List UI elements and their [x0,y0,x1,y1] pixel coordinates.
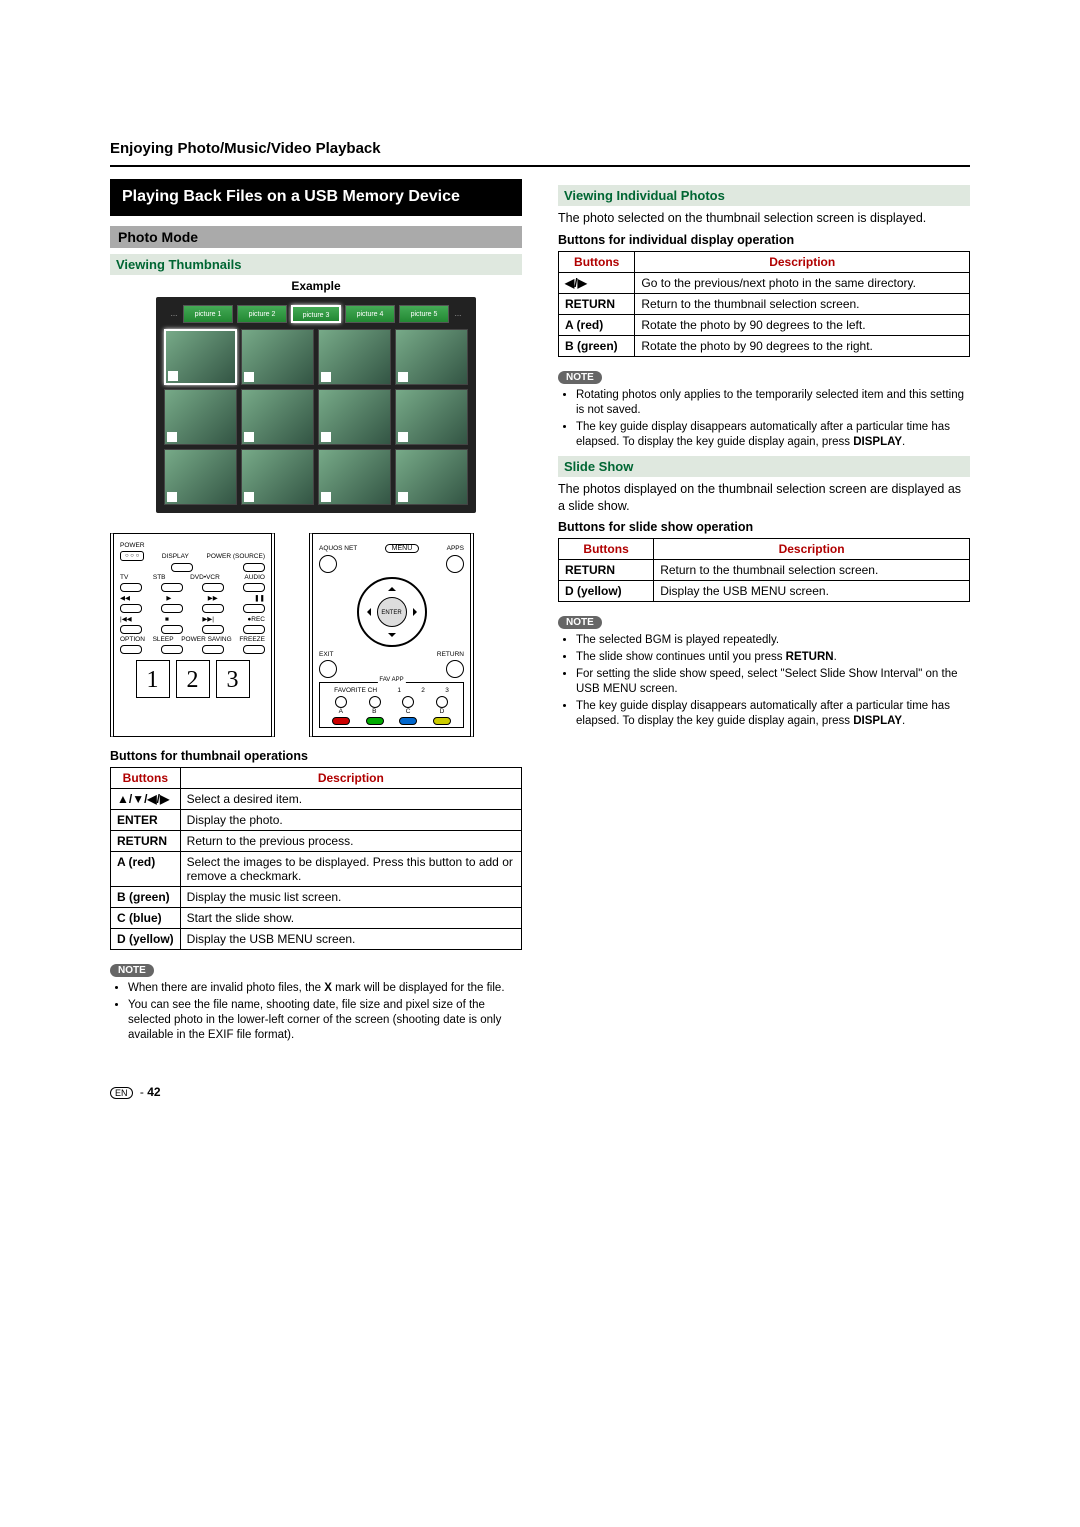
table-header-buttons: Buttons [111,768,181,789]
slide-intro: The photos displayed on the thumbnail se… [558,481,970,515]
filmstrip-thumb: picture 1 [183,305,233,323]
lang-badge: EN [110,1087,133,1099]
color-button[interactable] [433,717,451,725]
dpad[interactable]: ENTER [357,577,427,647]
table-row: ▲/▼/◀/▶Select a desired item. [111,789,522,810]
photo-cell [241,389,314,445]
table-row: RETURNReturn to the previous process. [111,831,522,852]
photo-cell [395,389,468,445]
table-header-description: Description [654,539,970,560]
filmstrip-thumb: picture 2 [237,305,287,323]
photo-cell [318,449,391,505]
photo-cell [241,329,314,385]
photo-grid [164,329,468,505]
filmstrip: ...picture 1picture 2picture 3picture 4p… [164,305,468,323]
photo-cell [318,329,391,385]
table-row: A (red)Select the images to be displayed… [111,852,522,887]
divider [110,165,970,167]
photo-cell [164,329,237,385]
slide-table-title: Buttons for slide show operation [558,520,970,534]
table-header-description: Description [635,251,970,272]
table-row: ENTERDisplay the photo. [111,810,522,831]
photo-cell [164,449,237,505]
table-row: A (red)Rotate the photo by 90 degrees to… [559,314,970,335]
filmstrip-thumb: picture 5 [399,305,449,323]
photo-cell [164,389,237,445]
favorite-ch-label: FAVORITE CH [334,687,377,694]
note-item: The key guide display disappears automat… [576,699,970,729]
power-source-label: POWER (SOURCE) [206,553,265,560]
individual-table-title: Buttons for individual display operation [558,233,970,247]
color-button[interactable] [366,717,384,725]
tv-screen-example: ...picture 1picture 2picture 3picture 4p… [156,297,476,513]
number-keys: 123 [120,660,265,698]
num-key[interactable]: 3 [216,660,250,698]
page-footer: EN - 42 [110,1085,970,1099]
note-badge: NOTE [558,371,602,384]
aquos-label: AQUOS NET [319,545,357,552]
photo-cell [395,449,468,505]
color-button[interactable] [332,717,350,725]
fav-app-label: FAV APP [377,677,405,683]
num-key[interactable]: 1 [136,660,170,698]
slide-table: Buttons Description RETURNReturn to the … [558,538,970,602]
thumb-ops-table: Buttons Description ▲/▼/◀/▶Select a desi… [110,767,522,950]
individual-table: Buttons Description ◀/▶Go to the previou… [558,251,970,357]
table-header-description: Description [180,768,521,789]
remote-right: AQUOS NET MENU APPS ENTER EXIT RETURN [309,533,474,737]
note-item: The slide show continues until you press… [576,650,970,665]
remote-left: POWER ○ ○ ○ DISPLAY POWER (SOURCE) TVSTB… [110,533,275,737]
note-item: Rotating photos only applies to the temp… [576,388,970,418]
table-header-buttons: Buttons [559,539,654,560]
note-item: For setting the slide show speed, select… [576,667,970,697]
table-row: B (green)Display the music list screen. [111,887,522,908]
table-row: RETURNReturn to the thumbnail selection … [559,293,970,314]
table-row: B (green)Rotate the photo by 90 degrees … [559,335,970,356]
note-badge: NOTE [558,616,602,629]
individual-intro: The photo selected on the thumbnail sele… [558,210,970,227]
table-row: ◀/▶Go to the previous/next photo in the … [559,272,970,293]
slide-heading: Slide Show [558,456,970,477]
fav-1: 1 [397,687,401,694]
fav-3: 3 [445,687,449,694]
exit-label: EXIT [319,651,333,658]
photo-cell [318,389,391,445]
table-header-buttons: Buttons [559,251,635,272]
page-title: Enjoying Photo/Music/Video Playback [110,140,970,157]
table-row: RETURNReturn to the thumbnail selection … [559,560,970,581]
note-item: When there are invalid photo files, the … [128,981,522,996]
table-row: D (yellow)Display the USB MENU screen. [111,929,522,950]
table-row: C (blue)Start the slide show. [111,908,522,929]
section-heading: Playing Back Files on a USB Memory Devic… [110,179,522,216]
note-badge: NOTE [110,964,154,977]
menu-button[interactable]: MENU [385,544,420,553]
viewing-thumbnails-heading: Viewing Thumbnails [110,254,522,275]
page-number: 42 [147,1085,160,1099]
return-label: RETURN [437,651,464,658]
filmstrip-thumb: picture 4 [345,305,395,323]
example-label: Example [110,279,522,293]
note-item: The key guide display disappears automat… [576,420,970,450]
note-list: Rotating photos only applies to the temp… [558,388,970,450]
note-item: The selected BGM is played repeatedly. [576,633,970,648]
display-label: DISPLAY [162,553,189,560]
fav-2: 2 [421,687,425,694]
num-key[interactable]: 2 [176,660,210,698]
photo-cell [395,329,468,385]
note-item: You can see the file name, shooting date… [128,998,522,1043]
photo-cell [241,449,314,505]
power-label: POWER [120,542,265,549]
note-list: When there are invalid photo files, the … [110,981,522,1043]
thumb-ops-title: Buttons for thumbnail operations [110,749,522,763]
note-list: The selected BGM is played repeatedly. Th… [558,633,970,729]
apps-label: APPS [447,545,464,552]
color-button[interactable] [399,717,417,725]
individual-heading: Viewing Individual Photos [558,185,970,206]
filmstrip-thumb: picture 3 [291,305,341,323]
table-row: D (yellow)Display the USB MENU screen. [559,581,970,602]
photo-mode-heading: Photo Mode [110,226,522,248]
enter-button[interactable]: ENTER [377,597,407,627]
